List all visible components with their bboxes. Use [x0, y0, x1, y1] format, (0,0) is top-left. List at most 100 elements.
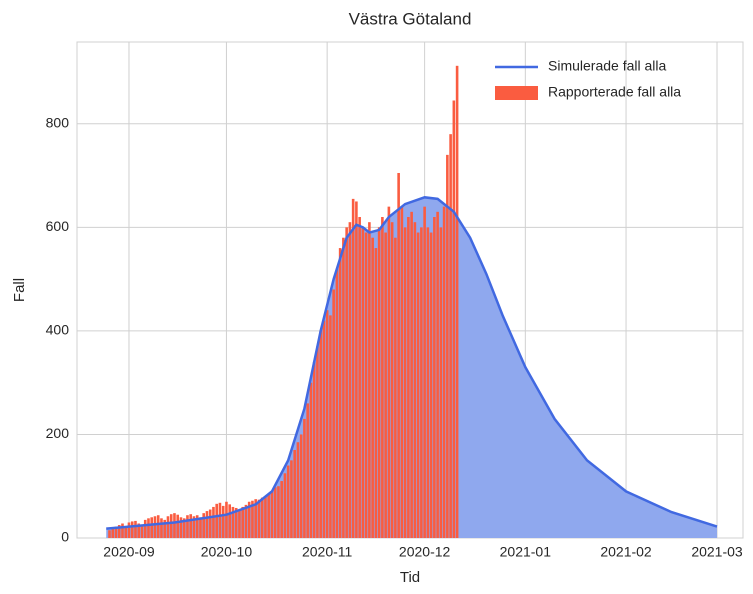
x-tick-label: 2020-10	[201, 544, 253, 560]
bar	[277, 486, 280, 538]
bar	[416, 232, 420, 538]
bar	[361, 227, 365, 538]
bar	[426, 227, 430, 538]
bar	[221, 505, 225, 538]
bar	[140, 525, 144, 538]
bar	[130, 521, 134, 538]
bar	[351, 198, 355, 538]
bar	[182, 518, 186, 538]
x-tick-label: 2021-02	[600, 544, 652, 560]
bar	[342, 237, 345, 539]
bar	[332, 289, 335, 538]
bar	[335, 268, 339, 538]
bar	[442, 206, 446, 538]
bar	[407, 216, 410, 538]
bar	[348, 222, 352, 539]
bar	[251, 500, 254, 538]
legend-swatch	[495, 86, 538, 100]
bar	[264, 496, 267, 538]
bar	[309, 382, 313, 538]
bar	[147, 518, 150, 538]
y-tick-label: 200	[46, 425, 70, 441]
bar	[153, 516, 157, 538]
bar	[381, 216, 384, 538]
bar	[397, 172, 400, 538]
bar	[345, 227, 348, 538]
bar	[429, 232, 433, 538]
bar	[254, 499, 257, 538]
bar	[143, 519, 147, 538]
bar	[108, 530, 111, 538]
bar	[238, 509, 241, 538]
bar	[329, 315, 332, 538]
bar	[244, 504, 248, 538]
bar	[446, 154, 449, 538]
bar	[452, 100, 456, 538]
bar	[283, 473, 287, 538]
x-tick-label: 2021-03	[691, 544, 743, 560]
bar	[260, 497, 264, 538]
bar	[218, 502, 222, 538]
bar	[374, 248, 378, 539]
bar	[192, 516, 196, 538]
bar	[202, 513, 206, 538]
bar	[186, 515, 189, 538]
bar	[400, 206, 404, 538]
bar	[179, 517, 183, 538]
bar	[137, 523, 141, 538]
bar	[364, 232, 368, 538]
x-tick-label: 2021-01	[500, 544, 552, 560]
bar	[212, 506, 215, 538]
bar	[413, 222, 417, 539]
legend-label: Rapporterade fall alla	[548, 84, 681, 100]
bar	[303, 418, 306, 538]
bar	[293, 449, 296, 538]
bar	[111, 528, 115, 538]
bar	[169, 514, 173, 538]
bar	[273, 487, 277, 538]
bar	[433, 216, 436, 538]
bar	[121, 523, 124, 538]
bar	[225, 501, 228, 538]
bar	[247, 501, 251, 538]
x-axis-label: Tid	[400, 569, 420, 586]
bar	[439, 227, 443, 538]
bar	[371, 237, 374, 539]
bar	[420, 227, 423, 538]
bar	[166, 516, 170, 538]
bar	[410, 211, 413, 538]
bar	[228, 504, 231, 538]
x-tick-label: 2020-11	[302, 544, 353, 560]
bar	[423, 206, 426, 538]
bar	[173, 513, 176, 538]
bar	[127, 522, 131, 538]
bar	[358, 216, 361, 538]
bar	[114, 526, 118, 538]
bar	[257, 499, 261, 538]
line	[106, 196, 718, 530]
bar	[377, 227, 381, 538]
bar	[150, 517, 154, 538]
bar	[176, 514, 180, 538]
bar	[355, 201, 358, 538]
bar	[449, 134, 452, 538]
bar	[189, 514, 193, 538]
bar	[270, 491, 274, 538]
bar	[286, 465, 290, 538]
bar	[316, 346, 319, 538]
bar	[163, 519, 167, 538]
bar	[312, 361, 316, 538]
bar	[403, 227, 407, 538]
y-tick-label: 600	[46, 218, 70, 234]
bar	[117, 525, 121, 538]
bar	[436, 211, 439, 538]
bar	[299, 434, 303, 538]
bar	[156, 515, 160, 538]
bar	[208, 509, 212, 538]
bar	[306, 403, 309, 538]
y-tick-label: 0	[61, 529, 69, 545]
bar	[160, 518, 163, 538]
legend-label: Simulerade fall alla	[548, 58, 666, 74]
bar	[231, 506, 235, 538]
